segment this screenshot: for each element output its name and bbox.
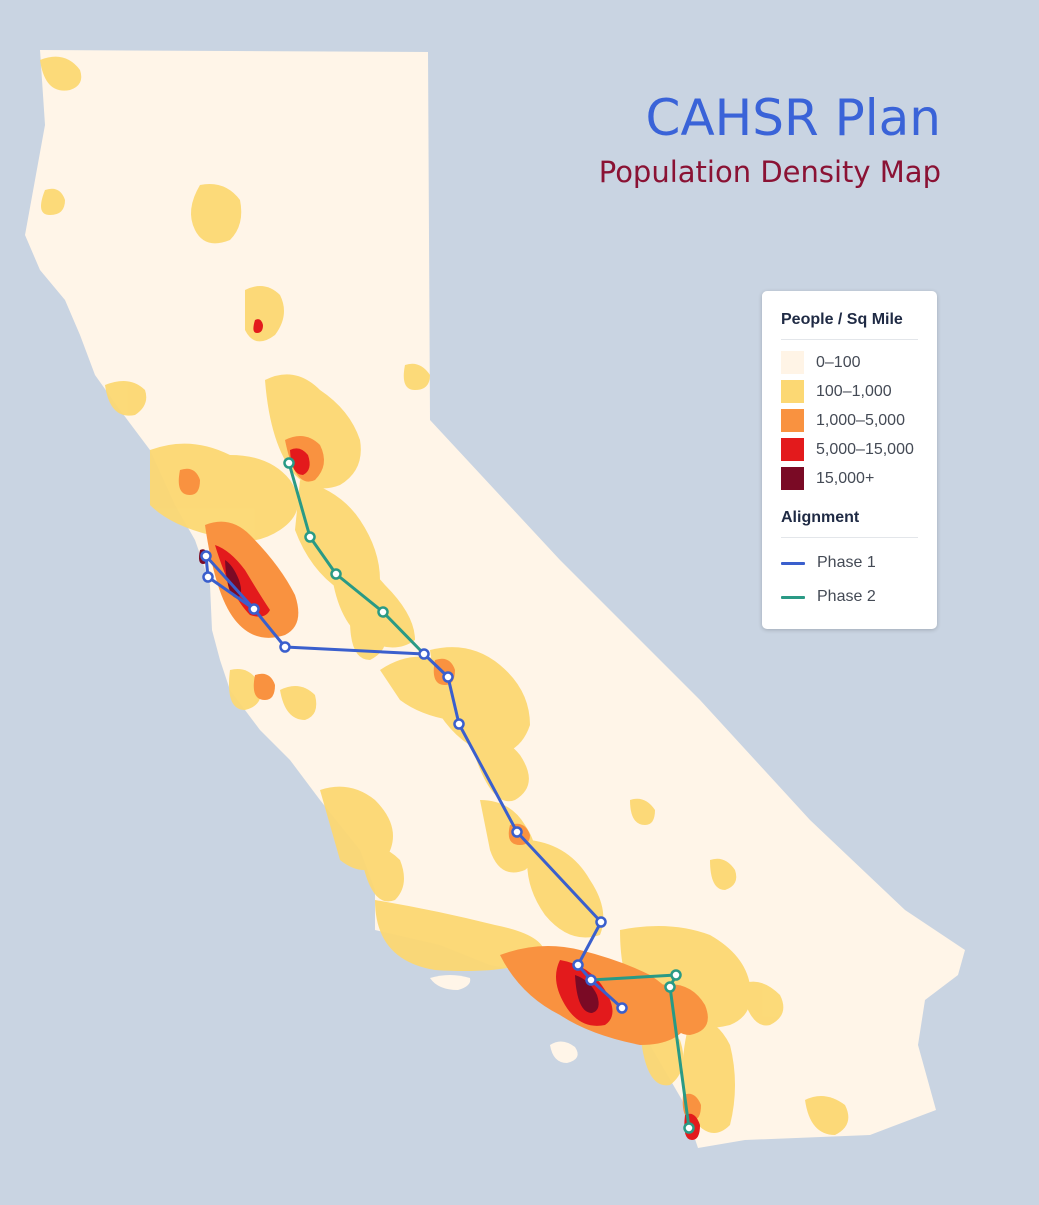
legend-panel: People / Sq Mile 0–100 100–1,000 1,000–5… — [762, 291, 937, 629]
legend-swatch — [781, 351, 804, 374]
legend-line — [781, 595, 805, 599]
station-marker[interactable] — [202, 571, 214, 583]
legend-swatch — [781, 438, 804, 461]
phase-2-south-line — [590, 973, 691, 1129]
station-marker[interactable] — [595, 916, 607, 928]
station-marker[interactable] — [572, 959, 584, 971]
station-marker[interactable] — [585, 974, 597, 986]
station-marker[interactable] — [279, 641, 291, 653]
channel-island — [550, 1041, 578, 1063]
legend-item: Phase 1 — [781, 546, 918, 580]
station-marker[interactable] — [200, 550, 212, 562]
legend-label: 0–100 — [816, 353, 861, 371]
legend-item: 0–100 — [781, 348, 918, 377]
legend-label: Phase 1 — [817, 554, 876, 571]
legend-swatch — [781, 380, 804, 403]
station-marker[interactable] — [616, 1002, 628, 1014]
legend-label: Phase 2 — [817, 588, 876, 605]
legend-label: 5,000–15,000 — [816, 440, 914, 458]
map-subtitle: Population Density Map — [598, 155, 941, 189]
legend-swatch — [781, 409, 804, 432]
station-marker[interactable] — [418, 648, 430, 660]
alignment-legend: Phase 1 Phase 2 — [781, 546, 918, 614]
legend-item: 100–1,000 — [781, 377, 918, 406]
station-marker[interactable] — [511, 826, 523, 838]
station-marker[interactable] — [664, 981, 676, 993]
phase-1-sf-spur — [204, 554, 256, 611]
station-marker[interactable] — [670, 969, 682, 981]
station-marker[interactable] — [248, 603, 260, 615]
phase-1-stations — [200, 550, 628, 1014]
density-legend-title: People / Sq Mile — [781, 311, 918, 340]
station-marker[interactable] — [453, 718, 465, 730]
station-marker[interactable] — [683, 1122, 695, 1134]
legend-label: 1,000–5,000 — [816, 411, 905, 429]
station-marker[interactable] — [283, 457, 295, 469]
alignment-legend-title: Alignment — [781, 509, 918, 538]
density-legend: 0–100 100–1,000 1,000–5,000 5,000–15,000… — [781, 348, 918, 493]
station-marker[interactable] — [377, 606, 389, 618]
map-title: CAHSR Plan — [645, 89, 941, 147]
legend-item: 5,000–15,000 — [781, 435, 918, 464]
legend-item: 15,000+ — [781, 464, 918, 493]
channel-island — [430, 975, 471, 990]
legend-item: 1,000–5,000 — [781, 406, 918, 435]
legend-swatch — [781, 467, 804, 490]
legend-label: 15,000+ — [816, 469, 875, 487]
station-marker[interactable] — [304, 531, 316, 543]
phase-2-stations — [283, 457, 695, 1134]
legend-item: Phase 2 — [781, 580, 918, 614]
station-marker[interactable] — [330, 568, 342, 580]
legend-label: 100–1,000 — [816, 382, 892, 400]
station-marker[interactable] — [442, 671, 454, 683]
legend-line — [781, 561, 805, 565]
